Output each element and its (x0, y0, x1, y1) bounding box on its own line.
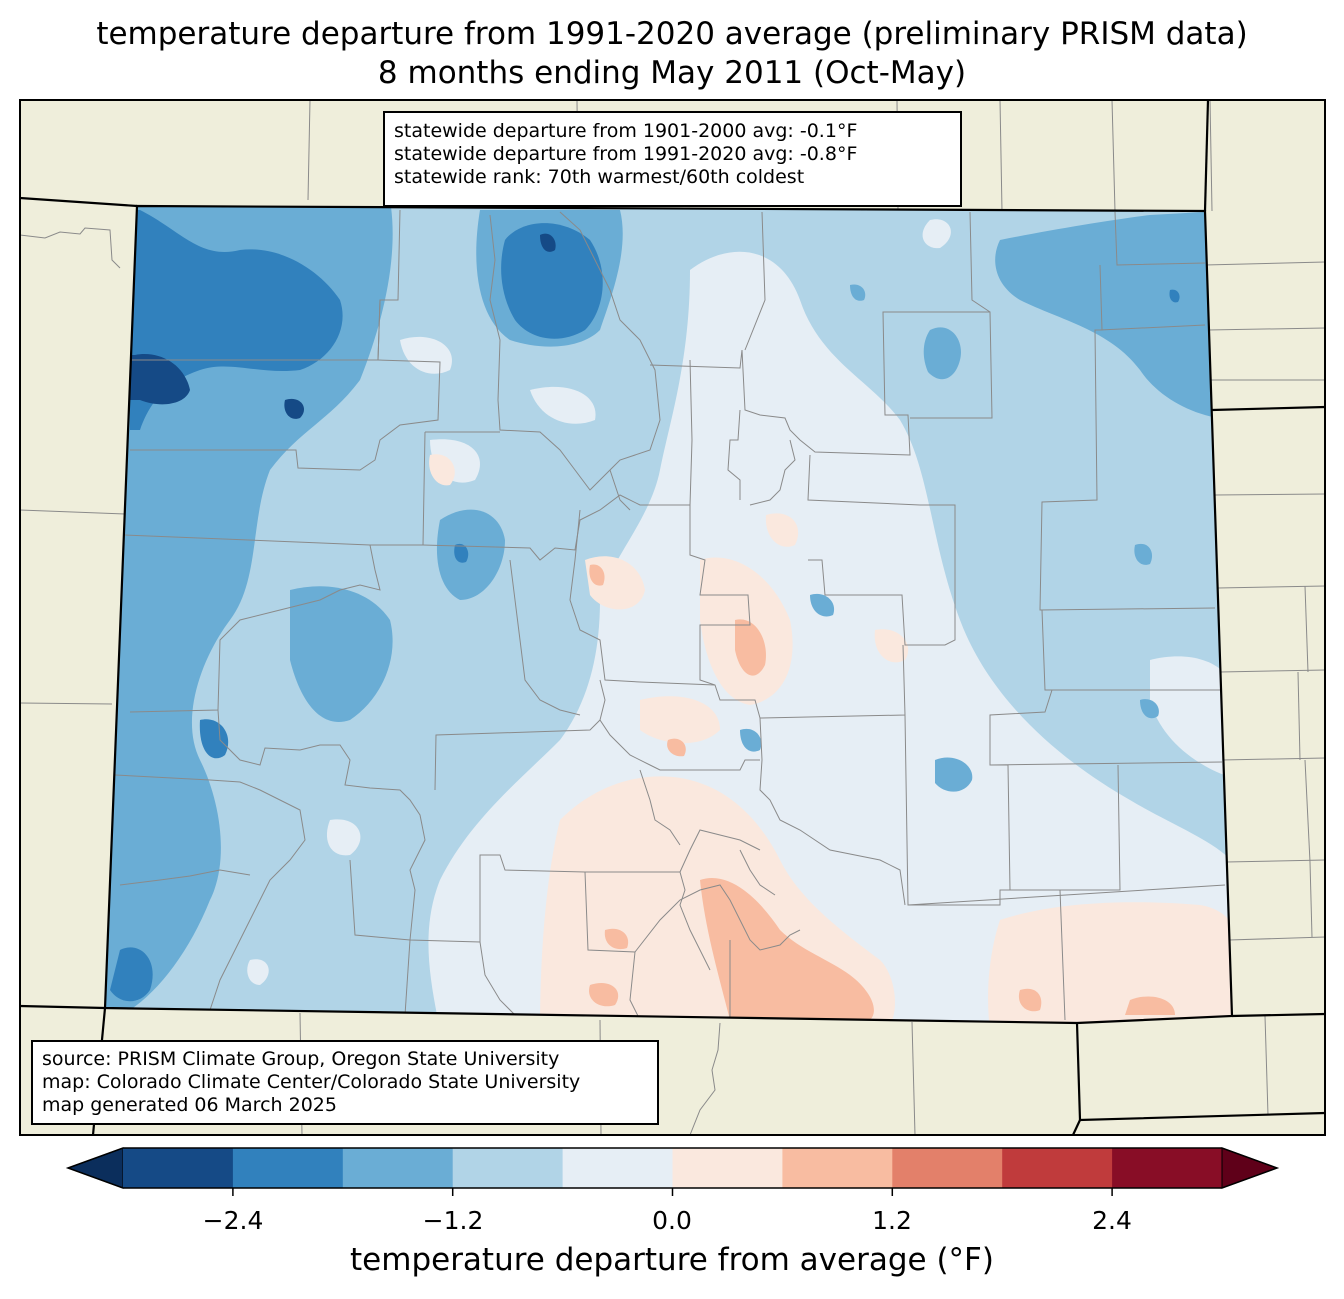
colorbar-tick-label: 2.4 (1092, 1206, 1132, 1235)
temperature-departure-field (105, 206, 1232, 1023)
stats-rank: statewide rank: 70th warmest/60th coldes… (394, 166, 805, 188)
stats-departure-1991: statewide departure from 1991-2020 avg: … (394, 143, 858, 165)
map-frame (19, 99, 1326, 1136)
map-credit-line: map: Colorado Climate Center/Colorado St… (42, 1071, 581, 1093)
colorbar-label: temperature departure from average (°F) (350, 1242, 994, 1278)
colorbar-tick-label: 0.0 (652, 1206, 692, 1235)
colorbar-tick-label: −1.2 (422, 1206, 484, 1235)
source-line: source: PRISM Climate Group, Oregon Stat… (42, 1048, 560, 1070)
map-subtitle: 8 months ending May 2011 (Oct-May) (377, 55, 967, 91)
generated-date-line: map generated 06 March 2025 (42, 1094, 337, 1116)
stats-departure-1901: statewide departure from 1901-2000 avg: … (394, 120, 858, 142)
colorbar-tick-label: −2.4 (202, 1206, 264, 1235)
colorado-county-lines (114, 209, 1226, 1021)
source-credit-box: source: PRISM Climate Group, Oregon Stat… (31, 1040, 659, 1125)
map-title: temperature departure from 1991-2020 ave… (96, 16, 1248, 52)
colorbar-tick-label: 1.2 (872, 1206, 912, 1235)
statewide-stats-box: statewide departure from 1901-2000 avg: … (383, 111, 962, 207)
